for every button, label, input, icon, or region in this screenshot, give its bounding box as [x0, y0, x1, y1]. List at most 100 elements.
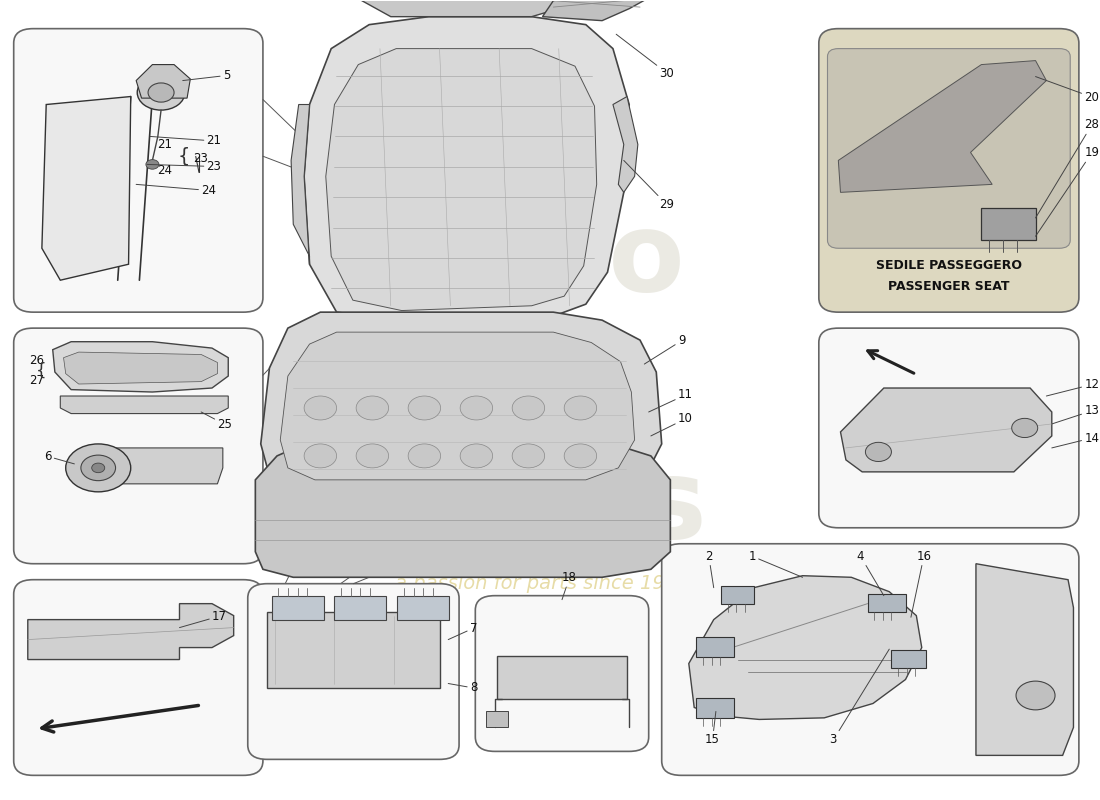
FancyBboxPatch shape	[13, 328, 263, 564]
Text: 21: 21	[151, 134, 221, 147]
Polygon shape	[42, 97, 131, 280]
Circle shape	[81, 455, 116, 481]
Text: 16: 16	[911, 550, 932, 618]
Polygon shape	[267, 612, 440, 687]
FancyBboxPatch shape	[827, 49, 1070, 248]
Polygon shape	[304, 17, 629, 320]
Text: 29: 29	[624, 161, 674, 211]
Text: 11: 11	[649, 389, 693, 412]
Text: {: {	[178, 147, 190, 166]
Polygon shape	[28, 604, 233, 659]
Polygon shape	[280, 332, 635, 480]
FancyBboxPatch shape	[475, 596, 649, 751]
Text: 1: 1	[748, 550, 803, 578]
Text: 19: 19	[1035, 146, 1099, 236]
Polygon shape	[334, 596, 386, 620]
Circle shape	[304, 444, 337, 468]
Circle shape	[1012, 418, 1037, 438]
Polygon shape	[976, 564, 1074, 755]
FancyBboxPatch shape	[818, 328, 1079, 528]
Polygon shape	[272, 596, 323, 620]
Text: 10: 10	[651, 412, 693, 436]
Circle shape	[408, 444, 441, 468]
Text: 23: 23	[194, 151, 209, 165]
Polygon shape	[53, 342, 229, 392]
Polygon shape	[292, 105, 309, 264]
Text: 25: 25	[201, 412, 232, 431]
Polygon shape	[397, 596, 449, 620]
Polygon shape	[255, 444, 670, 578]
Text: 14: 14	[1052, 431, 1099, 448]
Text: 8: 8	[448, 682, 477, 694]
Text: 12: 12	[1046, 378, 1099, 396]
FancyBboxPatch shape	[13, 29, 263, 312]
Circle shape	[513, 396, 544, 420]
Polygon shape	[722, 586, 754, 604]
Text: 27: 27	[29, 374, 44, 386]
Circle shape	[356, 396, 388, 420]
Polygon shape	[136, 65, 190, 98]
Text: 26: 26	[29, 354, 44, 366]
Text: 4: 4	[857, 550, 883, 596]
Text: 28: 28	[1035, 118, 1099, 218]
Polygon shape	[838, 61, 1046, 192]
FancyBboxPatch shape	[662, 544, 1079, 775]
Text: SEDILE PASSEGGERO: SEDILE PASSEGGERO	[876, 259, 1022, 272]
Polygon shape	[60, 396, 229, 414]
Circle shape	[513, 444, 544, 468]
Circle shape	[138, 75, 185, 110]
Circle shape	[148, 83, 174, 102]
Text: 23: 23	[147, 160, 221, 173]
Polygon shape	[497, 655, 627, 699]
Text: 24: 24	[157, 163, 172, 177]
Circle shape	[91, 463, 104, 473]
Polygon shape	[486, 711, 508, 727]
Polygon shape	[868, 594, 905, 612]
FancyBboxPatch shape	[13, 580, 263, 775]
FancyBboxPatch shape	[818, 29, 1079, 312]
Text: 6: 6	[44, 450, 75, 464]
Polygon shape	[348, 0, 596, 17]
Text: PASSENGER SEAT: PASSENGER SEAT	[888, 280, 1010, 293]
Circle shape	[356, 444, 388, 468]
Text: 20: 20	[1035, 77, 1099, 103]
Circle shape	[146, 160, 158, 170]
Text: 18: 18	[562, 571, 576, 600]
Text: a passion for parts since 1965: a passion for parts since 1965	[395, 574, 690, 593]
Polygon shape	[696, 637, 735, 657]
Text: euro
car
parts: euro car parts	[378, 206, 707, 562]
Text: 13: 13	[1052, 404, 1099, 424]
Polygon shape	[891, 650, 926, 667]
Text: 24: 24	[136, 184, 217, 197]
Polygon shape	[114, 448, 223, 484]
Polygon shape	[64, 352, 218, 384]
Polygon shape	[542, 0, 651, 21]
Circle shape	[564, 444, 596, 468]
Text: {: {	[35, 362, 46, 379]
Polygon shape	[981, 208, 1035, 240]
Circle shape	[460, 444, 493, 468]
Polygon shape	[696, 698, 735, 718]
Text: 21: 21	[157, 138, 172, 151]
Circle shape	[408, 396, 441, 420]
Circle shape	[304, 396, 337, 420]
Text: 3: 3	[829, 649, 889, 746]
Polygon shape	[261, 312, 662, 492]
Circle shape	[1016, 681, 1055, 710]
FancyBboxPatch shape	[248, 584, 459, 759]
Text: 2: 2	[705, 550, 714, 588]
Circle shape	[460, 396, 493, 420]
Polygon shape	[840, 388, 1052, 472]
Circle shape	[564, 396, 596, 420]
Polygon shape	[326, 49, 596, 310]
Text: 7: 7	[448, 622, 477, 639]
Circle shape	[866, 442, 891, 462]
Circle shape	[66, 444, 131, 492]
Text: 15: 15	[705, 711, 719, 746]
Text: 9: 9	[645, 334, 685, 364]
Polygon shape	[613, 97, 638, 192]
Polygon shape	[689, 576, 922, 719]
Text: 30: 30	[616, 34, 674, 79]
Text: 5: 5	[183, 69, 230, 82]
Text: 17: 17	[179, 610, 227, 628]
